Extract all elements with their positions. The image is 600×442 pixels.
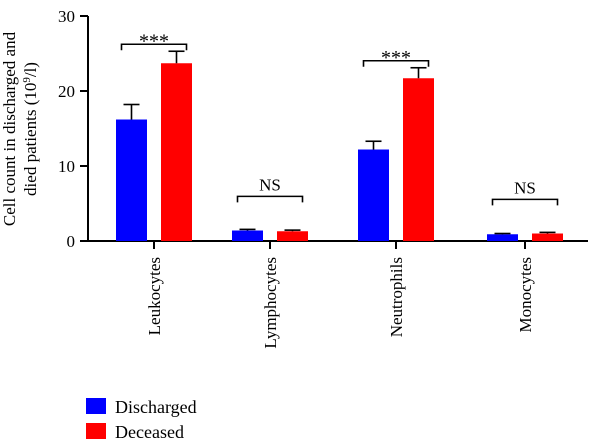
significance-label: NS	[259, 175, 281, 194]
bar-discharged-leukocytes	[116, 119, 147, 241]
bar-deceased-monocytes	[532, 233, 563, 241]
bar-deceased-neutrophils	[403, 78, 434, 241]
y-axis-label-line2: died patients (109/l)	[21, 62, 40, 196]
legend-swatch-discharged	[86, 398, 106, 414]
significance-label: ***	[139, 30, 169, 52]
y-tick-label: 0	[67, 232, 76, 251]
y-tick-label: 10	[58, 157, 75, 176]
significance-bracket	[120, 43, 188, 51]
significance-bracket	[491, 198, 559, 206]
legend-swatch-deceased	[86, 423, 106, 439]
x-tick-label: Leukocytes	[145, 257, 164, 335]
error-bars	[123, 50, 556, 235]
legend: Discharged Deceased	[86, 397, 197, 442]
significance-bracket	[236, 195, 304, 203]
y-axis-label-line1: Cell count in discharged and	[0, 31, 19, 226]
y-tick-label: 30	[58, 7, 75, 26]
bar-deceased-lymphocytes	[277, 231, 308, 241]
x-tick-label: Lymphocytes	[261, 257, 280, 349]
y-axis-label: Cell count in discharged and died patien…	[0, 31, 40, 226]
x-tick-label: Monocytes	[516, 257, 535, 333]
legend-label-discharged: Discharged	[115, 397, 197, 417]
significance-label: NS	[514, 178, 536, 197]
bar-deceased-leukocytes	[161, 63, 192, 241]
bars	[116, 63, 563, 241]
x-tick-labels: Leukocytes Lymphocytes Neutrophils Monocyte…	[145, 257, 535, 349]
y-tick-label: 20	[58, 82, 75, 101]
bar-discharged-monocytes	[487, 234, 518, 241]
significance-markers: *** NS *** NS	[120, 30, 559, 206]
significance-label: ***	[381, 47, 411, 69]
x-tick-label: Neutrophils	[387, 257, 406, 337]
legend-label-deceased: Deceased	[115, 422, 184, 442]
significance-bracket	[362, 59, 430, 67]
bar-discharged-lymphocytes	[232, 230, 263, 241]
bar-discharged-neutrophils	[358, 149, 389, 241]
